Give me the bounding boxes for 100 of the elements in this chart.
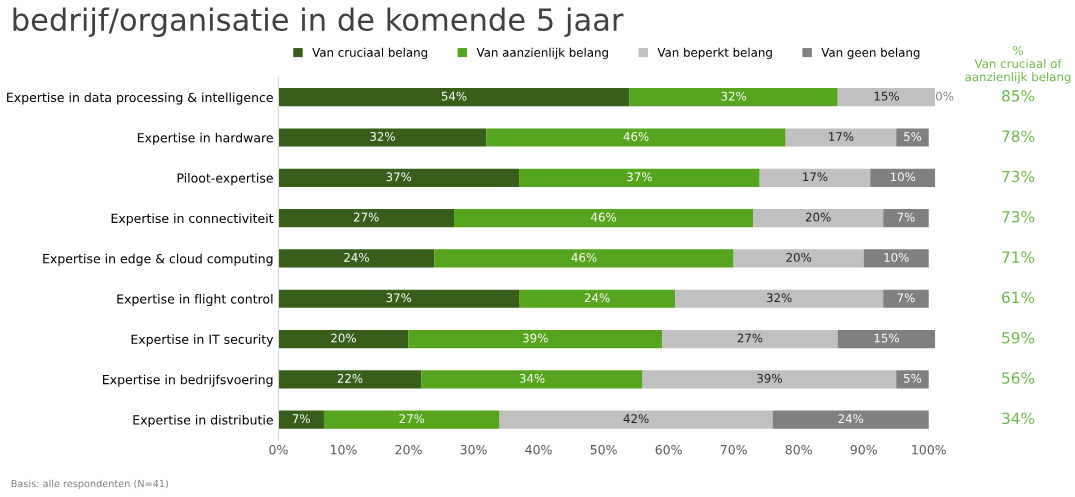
data-label: 22% — [337, 373, 363, 383]
data-label: 46% — [571, 252, 597, 262]
data-label: 54% — [441, 91, 467, 101]
y-tick-label: Expertise in IT security — [131, 334, 274, 347]
x-tick-label: 100% — [912, 444, 946, 455]
data-label: 46% — [623, 132, 649, 141]
data-label: 20% — [805, 212, 831, 222]
x-tick-label: 80% — [785, 444, 812, 455]
y-tick-label: Piloot-expertise — [177, 173, 273, 186]
text: 85% — [1002, 90, 1035, 102]
data-label: 10% — [890, 172, 916, 182]
y-tick-label: Expertise in bedrijfsvoering — [103, 374, 273, 387]
y-tick-label: Expertise in data processing & intelligence — [7, 92, 273, 105]
y-tick-label: Expertise in distributie — [133, 414, 273, 428]
data-label: 42% — [623, 414, 649, 424]
text: 73% — [1002, 211, 1035, 223]
text: 61% — [1002, 291, 1035, 304]
data-label: 15% — [874, 333, 899, 343]
x-tick-label: 40% — [525, 444, 552, 455]
data-label: 7% — [897, 212, 915, 222]
bar — [323, 410, 500, 429]
chart-title: bedrijf/organisatie in de komende 5 jaar — [13, 7, 624, 38]
data-label: 0% — [936, 91, 954, 101]
bar — [870, 168, 936, 187]
data-label: 34% — [519, 373, 545, 383]
y-tick-label: Expertise in hardware — [137, 132, 273, 145]
bar — [278, 168, 520, 187]
bar — [278, 329, 409, 349]
bar — [519, 289, 676, 308]
bar — [278, 410, 324, 429]
bar — [863, 249, 929, 268]
data-label: 17% — [803, 172, 828, 182]
bar — [278, 249, 435, 268]
data-label: 32% — [370, 132, 395, 141]
data-label: 37% — [627, 172, 652, 182]
bar — [454, 209, 754, 228]
data-label: 27% — [353, 212, 379, 222]
bar — [278, 128, 487, 147]
bar — [753, 209, 884, 228]
y-tick-label: Expertise in connectiviteit — [111, 213, 274, 226]
bar — [486, 128, 786, 147]
data-label: 32% — [721, 91, 747, 101]
x-tick-label: 60% — [655, 444, 682, 455]
legend-label: Van beperkt belang — [657, 47, 772, 60]
text: 71% — [1002, 251, 1035, 263]
bar — [883, 209, 929, 228]
bar — [278, 88, 630, 107]
x-tick-label: 20% — [395, 444, 422, 455]
bar — [642, 370, 897, 389]
data-label: 10% — [884, 252, 909, 262]
data-label: 20% — [331, 333, 356, 343]
bar — [883, 289, 929, 308]
bar — [837, 88, 936, 107]
x-tick-label: 70% — [720, 444, 747, 455]
x-tick-label: 30% — [460, 444, 487, 455]
data-label: 7% — [292, 414, 310, 424]
text: 78% — [1002, 130, 1035, 142]
bar — [421, 370, 643, 389]
bar — [785, 128, 897, 147]
legend-label: Van aanzienlijk belang — [476, 47, 608, 60]
data-label: 24% — [838, 414, 864, 424]
bar — [499, 410, 773, 429]
bar — [662, 329, 838, 349]
data-label: 17% — [829, 132, 854, 141]
data-label: 32% — [766, 293, 792, 303]
data-label: 37% — [386, 172, 412, 182]
bar — [278, 209, 455, 228]
bar — [759, 168, 871, 187]
text: 34% — [1002, 412, 1035, 425]
bar — [675, 289, 884, 308]
data-label: 37% — [386, 293, 412, 303]
data-label: 24% — [344, 252, 369, 262]
legend-label: Van cruciaal belang — [312, 47, 428, 60]
x-tick-label: 10% — [330, 444, 357, 455]
bar — [434, 249, 734, 268]
text: Basis: alle respondenten (N=41) — [11, 479, 169, 490]
y-tick-label: Expertise in flight control — [117, 294, 273, 307]
data-label: 7% — [897, 293, 915, 303]
data-label: 39% — [523, 333, 548, 343]
bar — [519, 168, 760, 187]
data-label: 24% — [584, 293, 610, 303]
x-tick-label: 0% — [269, 444, 288, 455]
text: 59% — [1002, 331, 1035, 344]
bar — [629, 88, 838, 107]
bar — [772, 410, 929, 429]
data-label: 5% — [904, 373, 922, 383]
data-label: 15% — [874, 91, 899, 101]
data-label: 46% — [591, 212, 617, 222]
data-label: 39% — [757, 373, 782, 383]
bar — [278, 370, 422, 389]
bar — [733, 249, 864, 268]
y-tick-label: Expertise in edge & cloud computing — [43, 253, 273, 266]
text: 73% — [1002, 170, 1035, 183]
bar — [278, 289, 520, 308]
text: % Van cruciaal of aanzienlijk belang — [965, 45, 1071, 84]
bar — [896, 370, 929, 389]
bar — [837, 329, 936, 349]
bar — [408, 329, 663, 349]
text: 56% — [1002, 372, 1035, 384]
data-label: 20% — [786, 252, 812, 262]
